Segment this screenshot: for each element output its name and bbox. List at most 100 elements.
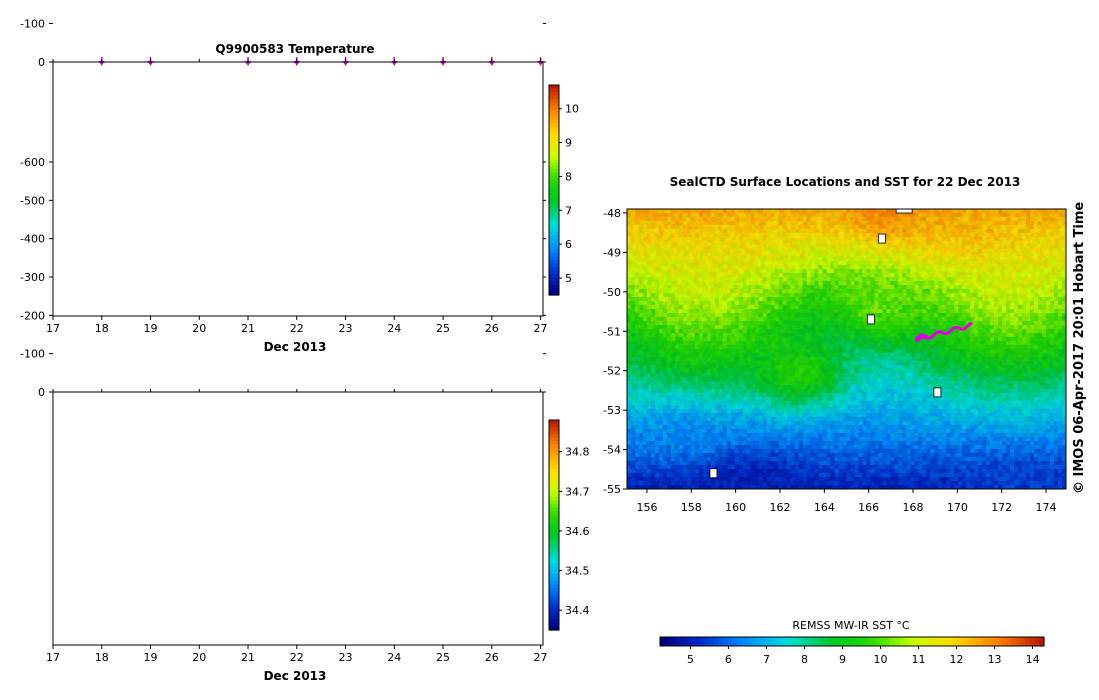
colorbar-swatch xyxy=(549,148,559,153)
colorbar-swatch xyxy=(549,176,559,181)
colorbar-swatch xyxy=(549,448,559,453)
colorbar-swatch xyxy=(549,165,559,170)
temperature-panel: Q9900583 Temperature 17 18 19 20 21 22 23 24 25 2… xyxy=(20,18,579,354)
colorbar-swatch xyxy=(549,123,559,128)
colorbar-swatch xyxy=(549,249,559,254)
colorbar-swatch xyxy=(549,151,559,156)
colorbar-swatch xyxy=(549,169,559,174)
colorbar-swatch xyxy=(549,158,559,163)
colorbar-swatch xyxy=(549,92,559,97)
colorbar-swatch xyxy=(549,476,559,481)
colorbar-swatch xyxy=(549,602,559,607)
colorbar-swatch xyxy=(549,577,559,582)
colorbar-swatch xyxy=(549,605,559,610)
x-tick-label: 22 xyxy=(290,322,304,335)
colorbar-swatch xyxy=(549,127,559,132)
colorbar-swatch xyxy=(549,549,559,554)
colorbar-swatch xyxy=(549,218,559,223)
colorbar-swatch xyxy=(549,539,559,544)
x-tick-label: 18 xyxy=(95,651,109,664)
temperature-x-label: Dec 2013 xyxy=(264,340,327,354)
colorbar-swatch xyxy=(549,281,559,286)
colorbar-swatch xyxy=(549,88,559,93)
colorbar-swatch xyxy=(549,253,559,258)
colorbar-swatch xyxy=(549,553,559,558)
colorbar-swatch xyxy=(549,584,559,589)
colorbar-swatch xyxy=(549,535,559,540)
colorbar-swatch xyxy=(549,256,559,261)
colorbar-swatch xyxy=(549,588,559,593)
colorbar-swatch xyxy=(549,609,559,614)
colorbar-swatch xyxy=(549,102,559,107)
colorbar-swatch xyxy=(549,465,559,470)
colorbar-swatch xyxy=(549,270,559,275)
x-tick-label: 17 xyxy=(46,651,60,664)
colorbar-swatch xyxy=(549,469,559,474)
colorbar-swatch xyxy=(549,137,559,142)
colorbar-swatch xyxy=(549,162,559,167)
colorbar-swatch xyxy=(549,267,559,272)
colorbar-swatch xyxy=(549,193,559,198)
y-tick-label: -100 xyxy=(20,348,45,361)
y-tick-label: 0 xyxy=(38,386,45,399)
colorbar-swatch xyxy=(549,99,559,104)
colorbar-swatch xyxy=(549,598,559,603)
colorbar-swatch xyxy=(549,458,559,463)
colorbar-swatch xyxy=(549,444,559,449)
temperature-y-ticks: 0-100-200-300-400-500-600 xyxy=(20,18,546,69)
colorbar-swatch xyxy=(549,284,559,289)
colorbar-swatch xyxy=(549,472,559,477)
colorbar-swatch xyxy=(549,214,559,219)
colorbar-swatch xyxy=(549,486,559,491)
colorbar-tick-label: 34.8 xyxy=(565,446,590,459)
sst-map-panel: SealCTD Surface Locations and SST for 22… xyxy=(603,175,1087,666)
colorbar-swatch xyxy=(549,430,559,435)
colorbar-swatch xyxy=(549,190,559,195)
colorbar-swatch xyxy=(549,207,559,212)
x-tick-label: 19 xyxy=(144,651,158,664)
salinity-colorbar: 34.4 34.5 34.6 34.7 34.8 xyxy=(548,419,590,631)
colorbar-tick-label: 34.7 xyxy=(565,485,590,498)
temperature-x-ticks: 17 18 19 20 21 22 23 24 25 26 27 xyxy=(46,59,548,335)
x-tick-label: 26 xyxy=(485,651,499,664)
temperature-title: Q9900583 Temperature xyxy=(215,42,374,56)
x-tick-label: 27 xyxy=(534,651,548,664)
colorbar-tick-label: 34.6 xyxy=(565,525,590,538)
colorbar-swatch xyxy=(549,434,559,439)
colorbar-swatch xyxy=(549,542,559,547)
colorbar-frame xyxy=(548,84,560,296)
colorbar-swatch xyxy=(549,483,559,488)
temperature-colorbar: 5 6 7 8 9 10 xyxy=(548,84,579,296)
y-tick-label: -400 xyxy=(20,233,45,246)
colorbar-swatch xyxy=(549,479,559,484)
x-tick-label: 21 xyxy=(241,651,255,664)
salinity-x-label: Dec 2013 xyxy=(264,669,327,683)
colorbar-swatch xyxy=(549,532,559,537)
colorbar-swatch xyxy=(549,528,559,533)
y-tick-label: 0 xyxy=(38,56,45,69)
salinity-x-ticks: 17 18 19 20 21 22 23 24 25 26 27 xyxy=(46,389,548,664)
y-tick-label: -500 xyxy=(20,194,45,207)
x-tick-label: 17 xyxy=(46,322,60,335)
colorbar-swatch xyxy=(549,172,559,177)
colorbar-swatch xyxy=(549,225,559,230)
colorbar-swatch xyxy=(549,451,559,456)
colorbar-swatch xyxy=(549,221,559,226)
colorbar-tick-label: 6 xyxy=(565,238,572,251)
colorbar-swatch xyxy=(549,263,559,268)
x-tick-label: 24 xyxy=(387,322,401,335)
x-tick-label: 22 xyxy=(290,651,304,664)
x-tick-label: 20 xyxy=(192,322,206,335)
colorbar-swatch xyxy=(549,277,559,282)
colorbar-tick-label: 34.4 xyxy=(565,604,590,617)
colorbar-swatch xyxy=(549,113,559,118)
colorbar-swatch xyxy=(549,120,559,125)
colorbar-swatch xyxy=(549,441,559,446)
x-tick-label: 25 xyxy=(436,322,450,335)
colorbar-swatch xyxy=(549,567,559,572)
y-tick-label: -100 xyxy=(20,18,45,31)
colorbar-swatch xyxy=(549,507,559,512)
colorbar-tick-label: 10 xyxy=(565,103,579,116)
colorbar-swatch xyxy=(549,490,559,495)
